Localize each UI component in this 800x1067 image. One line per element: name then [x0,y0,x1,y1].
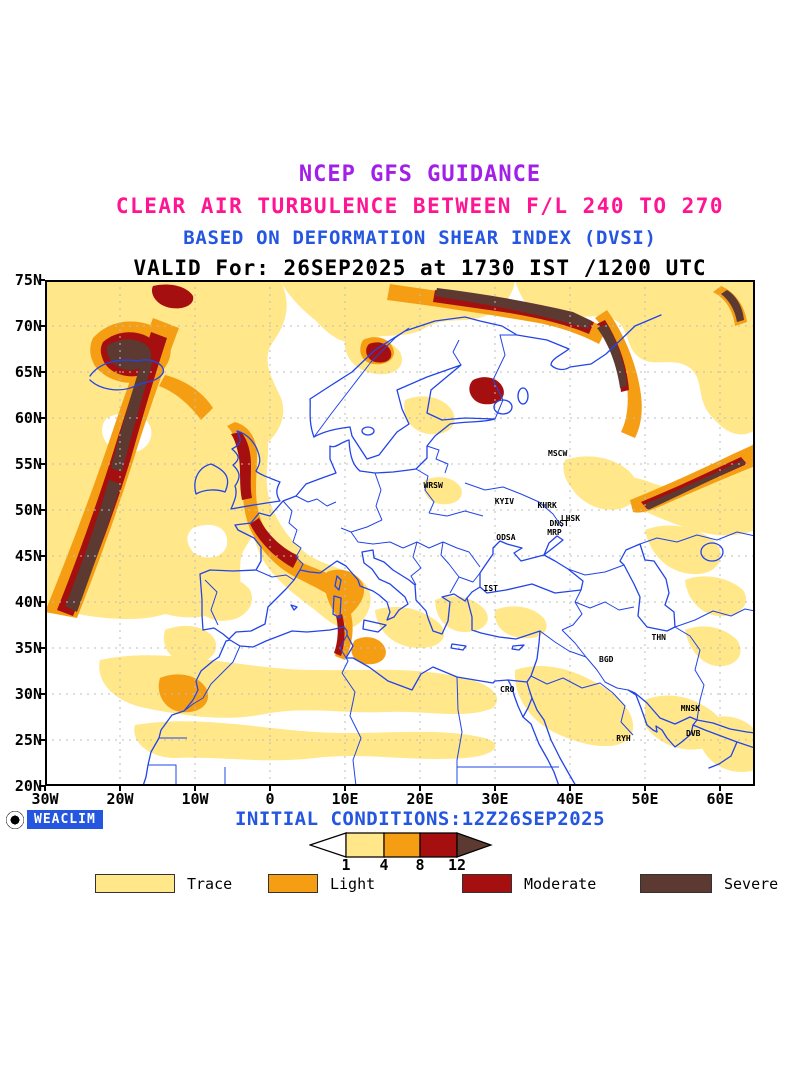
legend-label: Severe [724,875,779,893]
legend-label: Light [330,875,376,893]
weaclim-circle-icon [6,810,24,829]
x-tick-label: 10E [331,790,359,808]
y-tick-mark [39,601,45,603]
weaclim-logo-text: WEACLIM [27,810,103,829]
x-tick-mark [494,786,496,791]
city-label: DNST [549,519,569,529]
x-tick-mark [194,786,196,791]
title-block: NCEP GFS GUIDANCE CLEAR AIR TURBULENCE B… [40,162,800,280]
x-tick-mark [719,786,721,791]
colorbar-tick-label: 8 [415,856,425,874]
initial-conditions-text: INITIAL CONDITIONS:12Z26SEP2025 [234,808,606,830]
city-label: ODSA [496,533,516,543]
title-method: BASED ON DEFORMATION SHEAR INDEX (DVSI) [183,227,657,249]
y-tick-label: 75N [14,271,42,289]
city-label: CRO [500,685,515,694]
legend-label: Trace [187,875,233,893]
y-tick-mark [39,279,45,281]
y-tick-label: 35N [14,639,42,657]
y-tick-mark [39,463,45,465]
x-tick-mark [119,786,121,791]
y-tick-mark [39,647,45,649]
y-tick-label: 45N [14,547,42,565]
y-tick-label: 50N [14,501,42,519]
x-tick-mark [419,786,421,791]
city-label: BGD [599,654,614,664]
colorbar-tick-label: 1 [341,856,351,874]
x-tick-label: 10W [181,790,209,808]
city-label: DVB [686,729,701,739]
y-tick-label: 40N [14,593,42,611]
legend-swatch [462,874,512,893]
city-labels: MSCW WRSW KYIV KHRK LHSK DNST MRP ODSA IST THN BGD… [45,280,755,786]
city-label: KHRK [537,501,557,510]
y-tick-label: 25N [14,731,42,749]
city-label: KYIV [494,496,515,506]
x-tick-mark [644,786,646,791]
colorbar-segment [456,832,493,858]
y-tick-mark [39,417,45,419]
map-frame [45,280,755,786]
x-tick-mark [269,786,271,791]
x-tick-label: 0 [265,790,275,808]
colorbar [308,832,493,858]
y-tick-label: 55N [14,455,42,473]
title-valid-time: VALID For: 26SEP2025 at 1730 IST /1200 U… [133,256,707,280]
city-label: THN [651,632,666,642]
y-tick-mark [39,371,45,373]
y-tick-label: 65N [14,363,42,381]
x-tick-mark [44,786,46,791]
turbulence-severe-layer [65,288,745,612]
y-tick-mark [39,325,45,327]
title-model: NCEP GFS GUIDANCE [298,162,542,187]
legend-swatch [268,874,318,893]
x-tick-mark [344,786,346,791]
grid-lines [45,280,755,786]
y-tick-mark [39,555,45,557]
colorbar-svg [308,832,493,858]
map-area: MSCW WRSW KYIV KHRK LHSK DNST MRP ODSA IST THN BGD… [45,280,755,786]
legend-swatch [640,874,712,893]
city-label: IST [483,583,498,593]
colorbar-tick-label: 4 [379,856,389,874]
y-tick-label: 70N [14,317,42,335]
city-label: MRP [547,527,562,537]
y-tick-mark [39,785,45,787]
colorbar-tick-label: 12 [447,856,467,874]
legend-label: Moderate [524,875,597,893]
y-tick-mark [39,739,45,741]
coastlines [89,314,755,786]
map-svg [45,280,755,786]
city-label: WRSW [423,480,443,490]
city-label: LHSK [560,513,581,523]
y-tick-label: 30N [14,685,42,703]
y-tick-mark [39,693,45,695]
title-product: CLEAR AIR TURBULENCE BETWEEN F/L 240 TO … [115,194,725,218]
x-tick-label: 30E [481,790,509,808]
weaclim-logo: WEACLIM [6,810,103,829]
y-tick-label: 20N [14,777,42,795]
x-tick-label: 30W [31,790,59,808]
x-tick-label: 50E [631,790,659,808]
city-label: MNSK [680,704,701,714]
city-label: RYH [616,733,631,743]
y-tick-label: 60N [14,409,42,427]
x-tick-label: 20E [406,790,434,808]
x-tick-label: 60E [706,790,734,808]
city-label: MSCW [548,448,568,458]
x-tick-label: 20W [106,790,134,808]
x-tick-mark [569,786,571,791]
x-tick-label: 40E [556,790,584,808]
country-borders [148,327,755,786]
y-tick-mark [39,509,45,511]
legend-swatch [95,874,175,893]
